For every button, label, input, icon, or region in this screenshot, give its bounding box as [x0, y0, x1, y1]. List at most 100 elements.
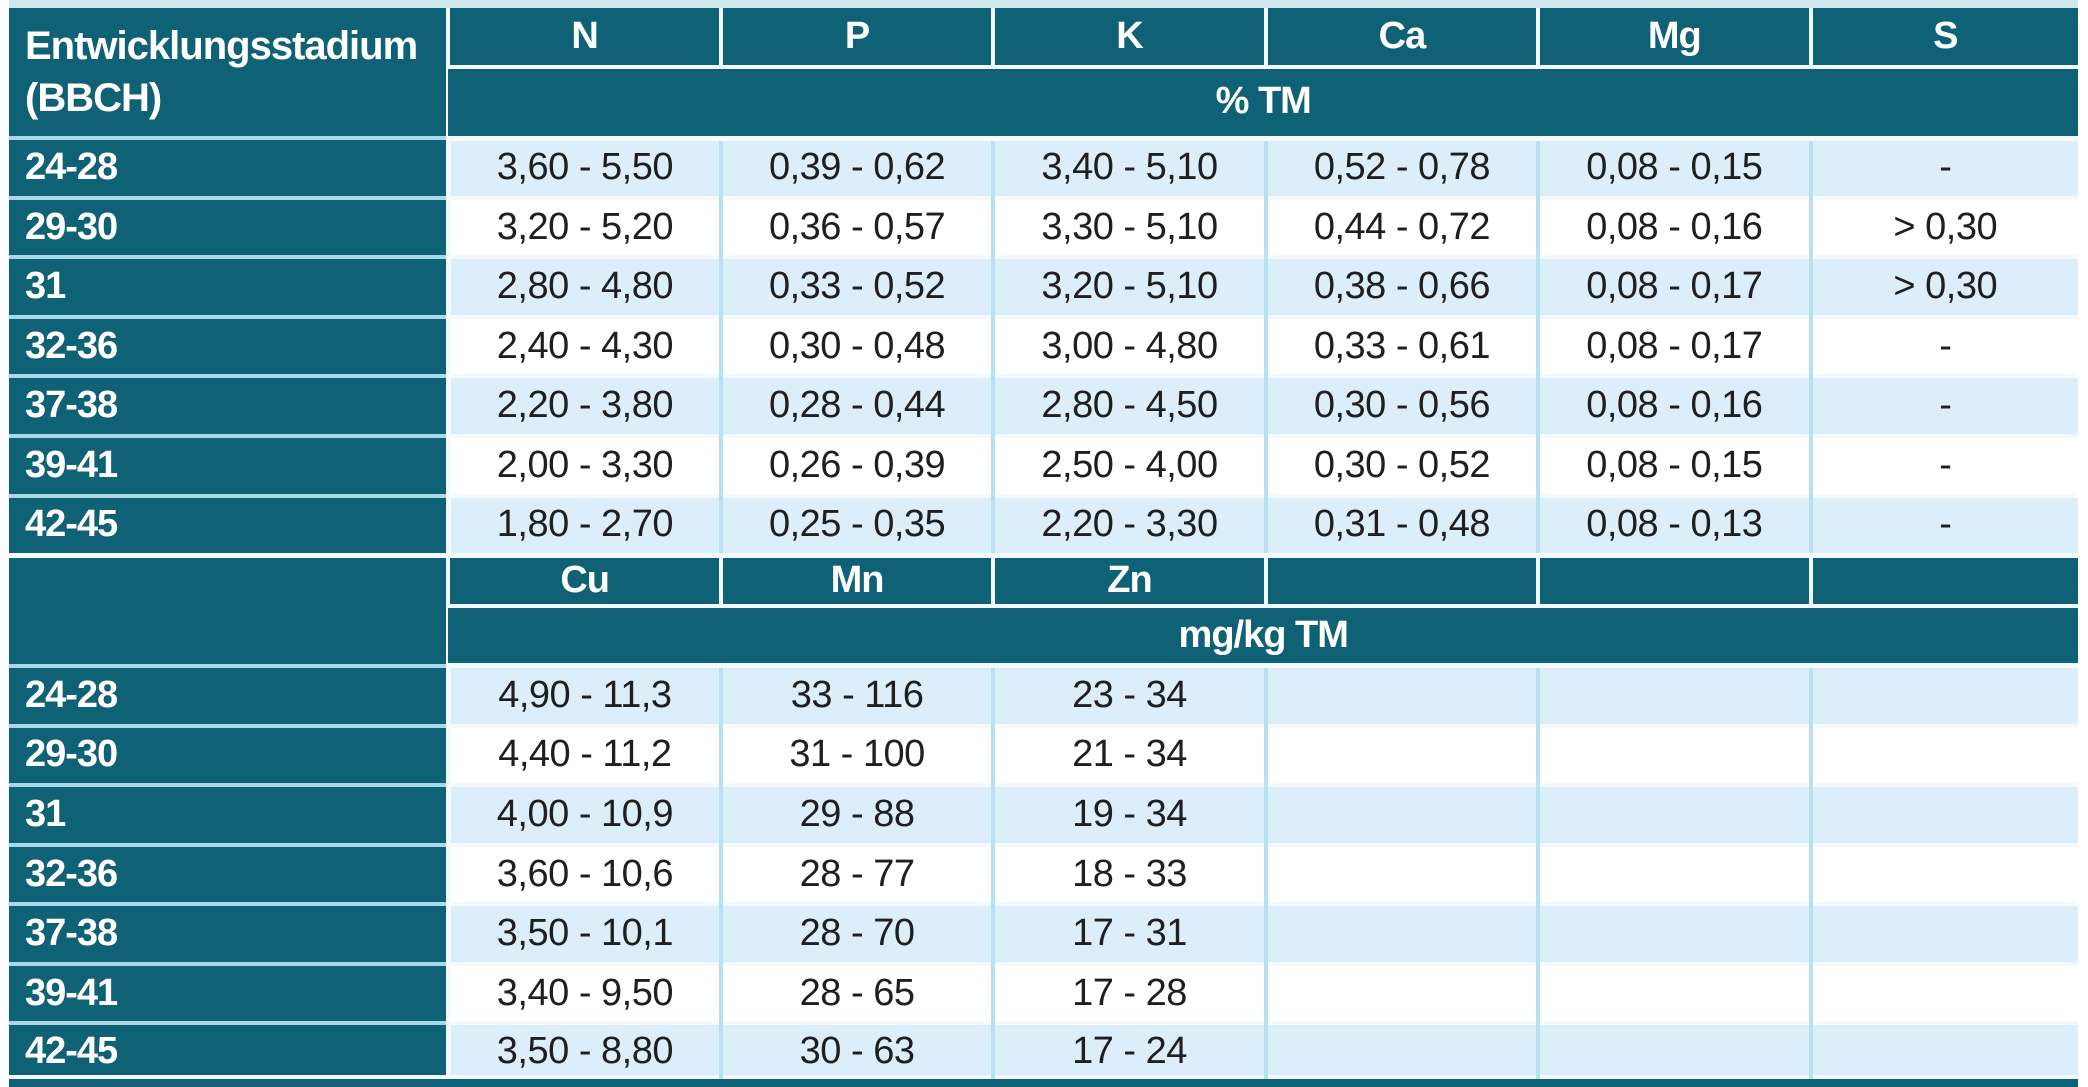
value-cell: 3,40 - 9,50 — [445, 961, 721, 1024]
value-cell: 0,08 - 0,15 — [1536, 433, 1811, 496]
value-cell — [1536, 723, 1811, 786]
table-row: 32-36 2,40 - 4,30 0,30 - 0,48 3,00 - 4,80 0,… — [4, 314, 2083, 377]
value-cell: 17 - 24 — [991, 1021, 1266, 1083]
value-cell: 21 - 34 — [991, 723, 1266, 786]
value-cell: 2,20 - 3,80 — [445, 374, 721, 436]
value-cell: 0,52 - 0,78 — [1263, 136, 1539, 198]
value-cell: - — [1808, 493, 2083, 556]
value-cell — [1808, 961, 2083, 1024]
column-header-mn: Mn — [718, 552, 994, 607]
value-cell — [1536, 663, 1811, 726]
value-cell: 4,00 - 10,9 — [445, 783, 721, 845]
stage-label: 32-36 — [4, 314, 449, 377]
corner-spacer — [4, 552, 449, 666]
value-cell: 0,33 - 0,52 — [718, 255, 994, 317]
table-row: 29-30 4,40 - 11,2 31 - 100 21 - 34 — [4, 723, 2083, 786]
value-cell: 2,80 - 4,80 — [445, 255, 721, 317]
unit-row: mg/kg TM — [5, 604, 2083, 669]
unit-label: % TM — [448, 65, 2083, 141]
value-cell: 0,08 - 0,16 — [1536, 195, 1811, 258]
column-header-mg: Mg — [1536, 1, 1811, 68]
value-cell: 17 - 31 — [991, 902, 1266, 964]
value-cell: 3,20 - 5,10 — [991, 255, 1266, 317]
stage-label: 39-41 — [4, 433, 449, 496]
value-cell: 18 - 33 — [991, 842, 1266, 905]
value-cell: 3,50 - 8,80 — [445, 1021, 721, 1083]
value-cell: 0,28 - 0,44 — [718, 374, 994, 436]
column-header-zn: Zn — [991, 552, 1266, 607]
stage-label: 29-30 — [4, 195, 449, 258]
value-cell: 2,00 - 3,30 — [445, 433, 721, 496]
value-cell: 0,36 - 0,57 — [718, 195, 994, 258]
value-cell: 3,60 - 5,50 — [445, 136, 721, 198]
value-cell — [1536, 902, 1811, 964]
value-cell: 0,08 - 0,16 — [1536, 374, 1811, 436]
column-header-s: S — [1808, 1, 2083, 68]
column-header-n: N — [446, 1, 721, 68]
value-cell: 17 - 28 — [991, 961, 1266, 1024]
value-cell: - — [1808, 314, 2083, 377]
stage-label: 37-38 — [4, 374, 449, 436]
value-cell: - — [1808, 136, 2083, 198]
column-header-ca: Ca — [1263, 1, 1539, 68]
stage-label: 29-30 — [4, 723, 449, 786]
value-cell: 19 - 34 — [991, 783, 1266, 845]
value-cell — [1808, 783, 2083, 845]
stage-label: 37-38 — [4, 902, 449, 964]
column-header-empty — [1263, 552, 1539, 607]
value-cell — [1536, 1021, 1811, 1083]
column-header-row: Cu Mn Zn — [4, 552, 2083, 666]
value-cell: 28 - 65 — [718, 961, 994, 1024]
table-row: 37-38 3,50 - 10,1 28 - 70 17 - 31 — [4, 902, 2083, 964]
value-cell: 0,08 - 0,17 — [1536, 314, 1811, 377]
value-cell: 0,25 - 0,35 — [718, 493, 994, 556]
column-header-empty — [1536, 552, 1811, 607]
value-cell — [1536, 961, 1811, 1024]
value-cell — [1536, 783, 1811, 845]
value-cell: 28 - 77 — [718, 842, 994, 905]
column-header-k: K — [991, 1, 1266, 68]
value-cell: - — [1808, 433, 2083, 496]
value-cell: 0,44 - 0,72 — [1263, 195, 1539, 258]
value-cell: 1,80 - 2,70 — [445, 493, 721, 556]
value-cell — [1808, 902, 2083, 964]
table-row: 31 4,00 - 10,9 29 - 88 19 - 34 — [4, 783, 2083, 845]
table-row: 32-36 3,60 - 10,6 28 - 77 18 - 33 — [4, 842, 2083, 905]
table-row: 37-38 2,20 - 3,80 0,28 - 0,44 2,80 - 4,50 0,… — [4, 374, 2083, 436]
value-cell: 0,08 - 0,17 — [1536, 255, 1811, 317]
value-cell: 4,90 - 11,3 — [445, 663, 721, 726]
table-row: 29-30 3,20 - 5,20 0,36 - 0,57 3,30 - 5,10 0,… — [4, 195, 2083, 258]
value-cell: 3,00 - 4,80 — [991, 314, 1266, 377]
stage-label: 24-28 — [4, 663, 449, 726]
stage-label: 39-41 — [4, 961, 449, 1024]
value-cell: 3,30 - 5,10 — [991, 195, 1266, 258]
value-cell — [1808, 723, 2083, 786]
value-cell: - — [1808, 374, 2083, 436]
unit-label: mg/kg TM — [448, 604, 2083, 669]
column-header-cu: Cu — [446, 552, 721, 607]
value-cell: 0,39 - 0,62 — [718, 136, 994, 198]
value-cell — [1808, 663, 2083, 726]
value-cell: 3,50 - 10,1 — [445, 902, 721, 964]
value-cell: 29 - 88 — [718, 783, 994, 845]
stage-label: 42-45 — [4, 493, 449, 556]
value-cell: 3,40 - 5,10 — [991, 136, 1266, 198]
table-row: 39-41 2,00 - 3,30 0,26 - 0,39 2,50 - 4,00 0,… — [4, 433, 2083, 496]
value-cell: 0,26 - 0,39 — [718, 433, 994, 496]
value-cell: 0,08 - 0,15 — [1536, 136, 1811, 198]
stage-label: 24-28 — [4, 136, 449, 198]
value-cell: 2,50 - 4,00 — [991, 433, 1266, 496]
table-row: 42-45 3,50 - 8,80 30 - 63 17 - 24 — [4, 1021, 2083, 1083]
table-row: 39-41 3,40 - 9,50 28 - 65 17 - 28 — [4, 961, 2083, 1024]
value-cell: 4,40 - 11,2 — [445, 723, 721, 786]
column-header-row: Entwicklungsstadium (BBCH) N P K Ca Mg S — [4, 1, 2083, 139]
value-cell: 31 - 100 — [718, 723, 994, 786]
value-cell — [1808, 842, 2083, 905]
column-header-empty — [1808, 552, 2083, 607]
column-header-p: P — [718, 1, 994, 68]
corner-header: Entwicklungsstadium (BBCH) — [4, 1, 449, 139]
value-cell — [1263, 663, 1539, 726]
value-cell: 0,38 - 0,66 — [1263, 255, 1539, 317]
